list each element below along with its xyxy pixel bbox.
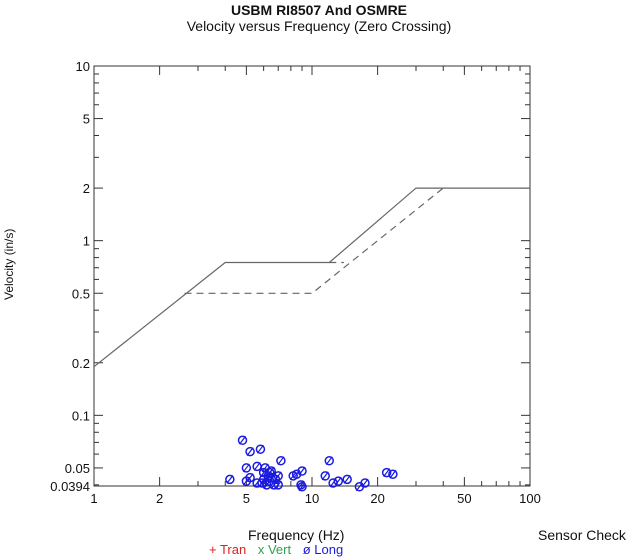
- data-point: [255, 444, 266, 454]
- data-point-slash: [343, 475, 351, 484]
- data-point-slash: [256, 444, 264, 454]
- data-point-slash: [298, 466, 306, 476]
- data-point-slash: [261, 463, 269, 473]
- data-point: [296, 480, 306, 490]
- data-point: [320, 471, 330, 481]
- data-point-slash: [226, 475, 234, 484]
- data-point-slash: [270, 480, 278, 490]
- chart-subtitle: Velocity versus Frequency (Zero Crossing…: [186, 18, 452, 34]
- data-point: [288, 471, 298, 481]
- data-point-slash: [266, 468, 274, 477]
- data-point-slash: [334, 476, 342, 486]
- limit-line-solid: [93, 187, 530, 368]
- x-tick-label: 50: [457, 491, 471, 506]
- data-point-slash: [289, 471, 297, 481]
- sensor-check-label: Sensor Check: [538, 527, 626, 543]
- data-point: [237, 435, 248, 446]
- data-point: [266, 466, 276, 476]
- data-point-slash: [361, 478, 369, 488]
- data-point-slash: [263, 480, 271, 490]
- data-point-slash: [297, 480, 305, 490]
- data-point: [342, 474, 352, 485]
- data-point: [388, 469, 398, 480]
- data-point-slash: [329, 478, 337, 488]
- data-point-slash: [253, 462, 261, 471]
- y-tick-label: 5: [83, 112, 90, 127]
- legend-item-long: ø Long: [302, 542, 344, 557]
- data-point: [297, 466, 307, 476]
- data-point: [225, 474, 235, 485]
- data-point: [264, 467, 275, 478]
- data-point-slash: [383, 468, 391, 477]
- data-point: [333, 476, 344, 486]
- x-tick-label: 2: [156, 491, 163, 506]
- x-tick-label: 5: [243, 491, 250, 506]
- data-point: [241, 476, 252, 486]
- data-point: [245, 446, 255, 457]
- y-tick-label: 0.2: [72, 356, 90, 371]
- data-point-slash: [325, 456, 333, 466]
- data-point: [381, 467, 392, 478]
- legend: + Tran x Vert ø Long: [209, 542, 351, 557]
- y-tick-label: 0.0394: [50, 479, 90, 494]
- data-point-slash: [246, 447, 254, 456]
- limit-line-dashed: [184, 187, 444, 294]
- x-tick-label: 20: [370, 491, 384, 506]
- data-point-slash: [260, 475, 268, 484]
- x-tick-label: 100: [519, 491, 541, 506]
- data-point: [241, 463, 252, 473]
- data-point: [269, 480, 279, 490]
- y-axis-label: Velocity (in/s): [2, 228, 16, 300]
- data-point-slash: [242, 463, 250, 473]
- chart-title: USBM RI8507 And OSMRE: [230, 2, 408, 18]
- data-point-slash: [321, 471, 329, 481]
- data-point: [258, 474, 269, 485]
- data-point-slash: [277, 456, 285, 466]
- data-point: [273, 471, 283, 481]
- x-tick-label: 10: [305, 491, 319, 506]
- data-point-slash: [274, 471, 282, 481]
- y-tick-label: 0.5: [72, 286, 90, 301]
- data-point-slash: [246, 473, 254, 482]
- y-tick-label: 2: [83, 181, 90, 196]
- x-tick-label: 1: [90, 491, 97, 506]
- data-point: [324, 455, 335, 466]
- legend-item-vert: x Vert: [257, 542, 292, 557]
- data-point-slash: [389, 469, 397, 479]
- x-axis-label: Frequency (Hz): [248, 527, 345, 543]
- legend-item-tran: + Tran: [209, 542, 247, 557]
- y-tick-label: 0.05: [65, 461, 90, 476]
- data-point-slash: [239, 435, 246, 445]
- data-point-slash: [242, 476, 250, 486]
- plot-frame: [93, 65, 531, 487]
- data-point: [276, 455, 286, 466]
- y-tick-label: 0.1: [72, 408, 90, 423]
- y-tick-label: 10: [76, 59, 90, 74]
- data-point: [360, 478, 370, 488]
- y-tick-label: 1: [83, 234, 90, 249]
